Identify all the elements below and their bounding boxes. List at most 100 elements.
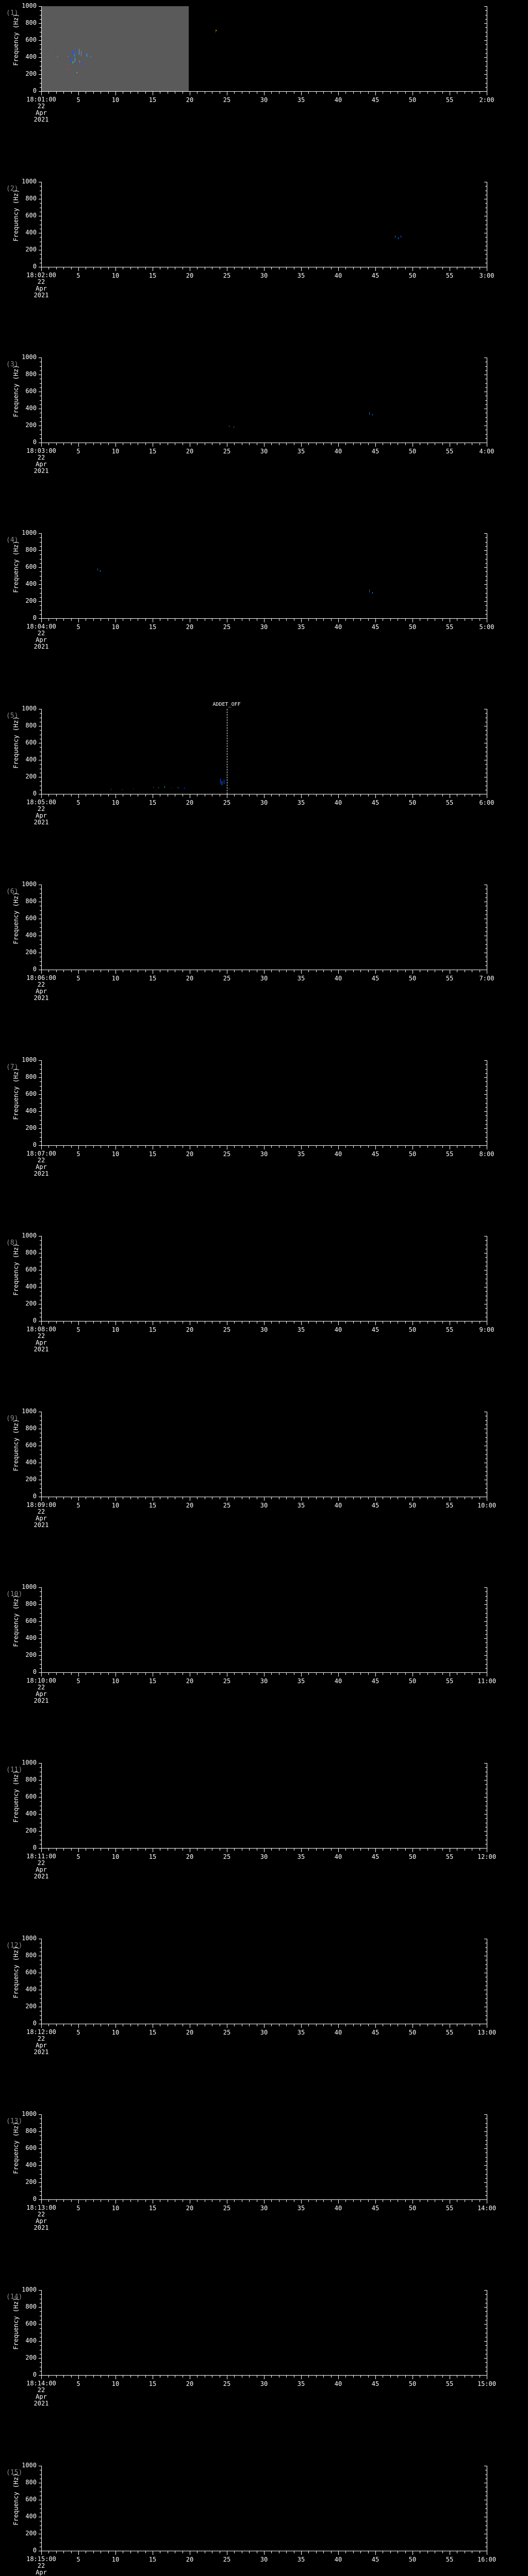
y-tick-major xyxy=(39,2182,42,2183)
y-tick-minor xyxy=(40,575,42,577)
x-tick-minor xyxy=(56,970,57,972)
plot-area[interactable]: 0 200 400 600 800 1000 xyxy=(22,178,487,270)
y-tick-minor xyxy=(40,546,42,547)
x-tick-major xyxy=(41,2551,42,2555)
x-tick-minor xyxy=(345,970,346,972)
x-tick-label: 25 xyxy=(223,1150,231,1158)
y-tick-major xyxy=(39,1128,42,1129)
y-tick-minor-right xyxy=(485,1630,487,1631)
x-tick-minor xyxy=(331,1497,332,1499)
x-tick-major xyxy=(375,1497,376,1501)
x-tick-minor xyxy=(353,267,354,269)
x-tick-label: 45 xyxy=(371,975,380,982)
x-tick-minor xyxy=(56,1321,57,1324)
x-tick-minor xyxy=(427,2551,428,2553)
spectrogram-panel: (11) Frequency (Hz) 0 200 400 600 800 1000 18:11… xyxy=(0,1757,528,1933)
timestamp-line-3: 2021 xyxy=(34,1346,49,1353)
x-tick-label: 25 xyxy=(223,1502,231,1509)
x-tick-major xyxy=(301,2024,302,2028)
x-tick-major xyxy=(78,794,79,798)
y-tick-label: 600 xyxy=(25,739,37,746)
x-tick-minor xyxy=(130,2200,131,2202)
plot-area[interactable]: 0 200 400 600 800 1000 xyxy=(22,529,487,621)
plot-area[interactable]: 0 200 400 600 800 1000 xyxy=(22,353,487,446)
x-tick-label: 30 xyxy=(260,799,268,806)
x-tick-label: 10 xyxy=(111,2556,120,2563)
x-tick-minor xyxy=(427,92,428,94)
plot-area[interactable]: 0 200 400 600 800 1000 xyxy=(22,1056,487,1148)
plot-area[interactable]: 0 200 400 600 800 1000 xyxy=(22,2110,487,2202)
x-tick-minor xyxy=(56,794,57,796)
x-tick-label: 35 xyxy=(297,1326,305,1333)
plot-area[interactable]: 0 200 400 600 800 1000 xyxy=(22,2,487,94)
plot-area[interactable]: 0 200 400 600 800 1000 xyxy=(22,1232,487,1324)
x-tick-label: 15 xyxy=(148,623,157,631)
y-tick-minor-right xyxy=(485,1454,487,1455)
detection-trace xyxy=(122,789,123,790)
x-tick-label: 40 xyxy=(334,272,342,279)
timestamp-line-0: 18:05:00 xyxy=(26,799,56,806)
x-tick-label: 25 xyxy=(223,96,231,104)
y-tick-minor xyxy=(40,1596,42,1597)
y-tick-minor xyxy=(40,605,42,606)
timestamp-line-2: Apr xyxy=(36,2393,47,2400)
x-tick-major xyxy=(41,794,42,798)
x-tick-minor xyxy=(286,1146,287,1148)
detection-trace xyxy=(72,50,73,55)
x-tick-major xyxy=(301,619,302,622)
x-tick-minor xyxy=(353,1673,354,1675)
x-tick-minor xyxy=(331,970,332,972)
x-tick-minor xyxy=(442,970,443,972)
x-tick-label: 5 xyxy=(76,1502,80,1509)
y-tick-minor-right xyxy=(485,1647,487,1648)
y-tick-major-right xyxy=(484,1831,487,1832)
x-axis-start-timestamp: 18:02:00 22 Apr 2021 xyxy=(26,272,56,299)
x-tick-minor xyxy=(368,1849,369,1851)
y-tick-label: 1000 xyxy=(22,1232,37,1239)
y-tick-label: 0 xyxy=(32,965,37,973)
x-tick-major xyxy=(264,970,265,974)
x-tick-minor xyxy=(63,1673,64,1675)
y-tick-major-right xyxy=(484,1780,487,1781)
y-tick-minor xyxy=(40,10,42,11)
y-tick-minor-right xyxy=(485,1274,487,1275)
x-tick-label: 50 xyxy=(408,448,417,455)
x-tick-minor xyxy=(48,794,50,796)
plot-area[interactable]: 0 200 400 600 800 1000 xyxy=(22,1935,487,2027)
x-tick-label: 15 xyxy=(148,975,157,982)
x-tick-minor xyxy=(323,2551,324,2553)
plot-area[interactable]: 0 200 400 600 800 1000 xyxy=(22,1759,487,1851)
x-tick-label: 50 xyxy=(408,1502,417,1509)
plot-area[interactable]: 0 200 400 600 800 1000 xyxy=(22,2286,487,2378)
x-tick-minor xyxy=(353,443,354,445)
y-tick-minor xyxy=(40,1998,42,1999)
panel-index-label: (14) xyxy=(6,2293,23,2301)
x-tick-label: 10 xyxy=(111,1326,120,1333)
x-tick-major xyxy=(375,1673,376,1676)
y-tick-major xyxy=(39,2114,42,2115)
y-tick-minor xyxy=(40,1137,42,1138)
x-tick-minor xyxy=(308,1849,309,1851)
y-tick-label: 1000 xyxy=(22,1408,37,1415)
plot-area[interactable]: 0 200 400 600 800 1000 xyxy=(22,880,487,973)
x-tick-minor xyxy=(442,267,443,269)
x-axis-start-timestamp: 18:09:00 22 Apr 2021 xyxy=(26,1502,56,1529)
plot-area[interactable]: 0 200 400 600 800 1000 xyxy=(22,1408,487,1500)
y-tick-label: 0 xyxy=(32,2547,37,2554)
x-tick-minor xyxy=(56,1849,57,1851)
y-tick-major-right xyxy=(484,2148,487,2149)
y-tick-minor xyxy=(40,1668,42,1669)
x-tick-minor xyxy=(353,92,354,94)
x-tick-minor xyxy=(323,2376,324,2378)
plot-area[interactable]: 0 200 400 600 800 1000 xyxy=(22,2462,487,2554)
plot-area[interactable]: 0 200 400 600 800 1000 xyxy=(22,1583,487,1675)
x-tick-minor xyxy=(308,619,309,621)
y-tick-minor-right xyxy=(485,1240,487,1241)
y-tick-minor xyxy=(40,2123,42,2124)
y-tick-major-right xyxy=(484,2131,487,2132)
plot-area[interactable]: 0 200 400 600 800 1000 ADDET_OFF xyxy=(22,702,487,797)
timestamp-line-0: 18:08:00 xyxy=(26,1326,56,1333)
x-tick-minor xyxy=(316,2376,317,2378)
y-tick-minor-right xyxy=(485,400,487,401)
y-tick-minor-right xyxy=(485,2362,487,2363)
